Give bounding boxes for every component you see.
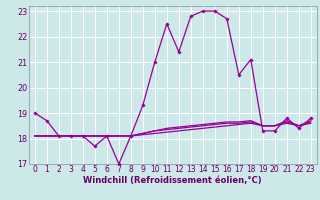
X-axis label: Windchill (Refroidissement éolien,°C): Windchill (Refroidissement éolien,°C) <box>84 176 262 185</box>
